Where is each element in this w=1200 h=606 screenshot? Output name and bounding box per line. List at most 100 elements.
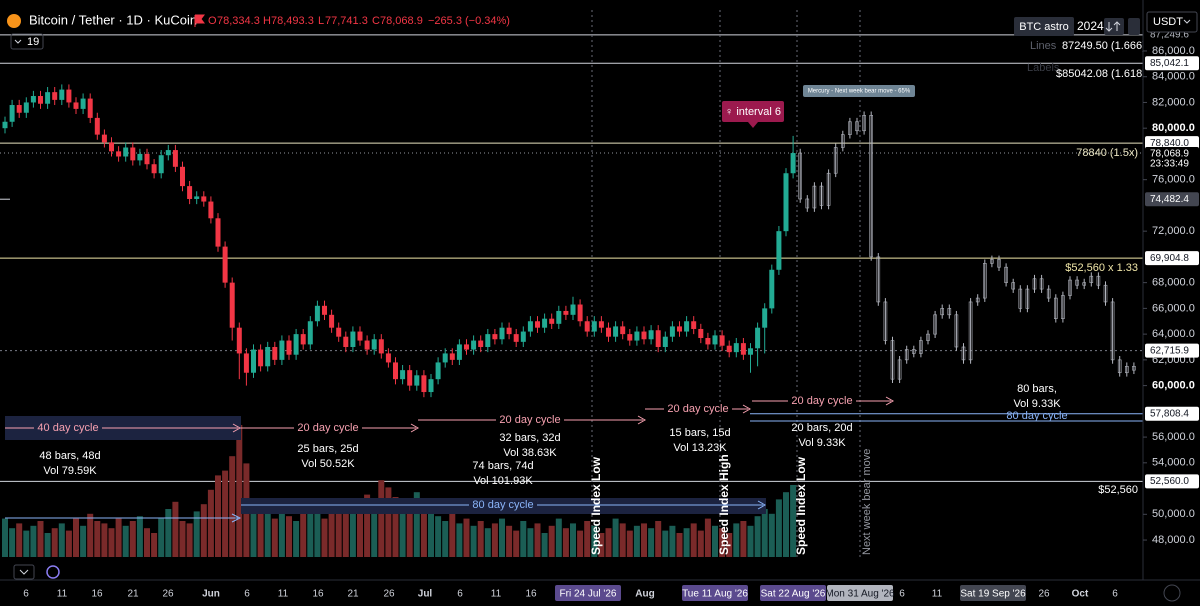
candle-body xyxy=(130,147,136,161)
x-tick-label: Jun xyxy=(202,589,220,600)
candle-body xyxy=(556,310,562,324)
overlay-label: Labels xyxy=(1027,62,1060,74)
volume-bar xyxy=(122,525,129,557)
candle-body xyxy=(293,334,299,355)
candle-body xyxy=(158,155,164,174)
candles xyxy=(2,84,1136,398)
candle-body xyxy=(307,321,313,345)
volume-bar xyxy=(669,525,676,557)
vertical-markers xyxy=(591,10,861,560)
candle-body xyxy=(442,353,448,363)
level-box xyxy=(1145,406,1199,421)
projection-body xyxy=(933,314,937,335)
candle-body xyxy=(414,375,420,386)
vertical-label: Speed Index Low xyxy=(589,456,603,555)
projection-body xyxy=(1103,284,1108,303)
currency-button[interactable] xyxy=(1146,11,1198,33)
candle-body xyxy=(165,150,171,156)
candle-body xyxy=(698,328,704,338)
candle-body xyxy=(549,318,555,324)
ohlc-label: L xyxy=(318,15,324,27)
volume-bar xyxy=(293,521,300,557)
candle-body xyxy=(464,344,469,350)
year: 2024 xyxy=(1077,19,1104,33)
candle-body xyxy=(684,321,690,332)
replay-icon[interactable] xyxy=(46,565,60,579)
projection-body xyxy=(961,346,966,361)
level-label: 85,042.1 xyxy=(1150,58,1189,69)
change: −265.3 (−0.34%) xyxy=(428,15,510,27)
volume-bar xyxy=(499,518,505,557)
volume-bar xyxy=(364,494,371,557)
candle-body xyxy=(180,166,185,187)
volume-bar xyxy=(136,516,143,557)
candle-body xyxy=(229,282,235,328)
projection-body xyxy=(869,115,874,258)
indicators-count: 19 xyxy=(27,36,39,48)
sort-button[interactable] xyxy=(1104,18,1124,35)
x-tick-label: Fri 24 Jul '26 xyxy=(560,589,617,600)
projection-body xyxy=(826,172,831,206)
candle-body xyxy=(428,379,434,393)
level-label: 78,840.0 xyxy=(1150,138,1189,149)
y-tick-label: 82,000.0 xyxy=(1152,96,1195,108)
volume-bar xyxy=(385,487,392,557)
volume-bar xyxy=(129,521,136,557)
auto-scale-button[interactable] xyxy=(1163,584,1181,602)
candle-body xyxy=(45,92,51,104)
x-tick-label: Tue 11 Aug '26 xyxy=(682,589,748,600)
measure-vol: Vol 79.59K xyxy=(43,465,97,477)
candle-body xyxy=(38,96,43,104)
volume-bar xyxy=(158,518,165,557)
candle-body xyxy=(314,305,320,322)
level-note: $52,560 xyxy=(1098,484,1138,496)
candle-body xyxy=(655,330,661,347)
x-tick-label: 6 xyxy=(899,589,905,600)
candle-body xyxy=(272,346,278,360)
volume-bar xyxy=(491,523,498,557)
volume xyxy=(2,425,797,557)
level-box xyxy=(1145,56,1199,71)
candle-body xyxy=(172,150,178,167)
measure-bars: 25 bars, 25d xyxy=(297,443,358,455)
candle-body xyxy=(776,231,782,270)
projection-body xyxy=(926,333,930,341)
candle-body xyxy=(194,196,200,199)
volume-bar xyxy=(484,528,491,557)
candle-body xyxy=(80,98,86,109)
projection-body xyxy=(1125,365,1129,374)
volume-bar xyxy=(80,525,87,557)
y-tick-label: 84,000.0 xyxy=(1152,71,1195,83)
script-button[interactable] xyxy=(1014,17,1074,36)
candle-body xyxy=(499,327,505,340)
volume-bar xyxy=(250,499,257,557)
volume-bar xyxy=(506,525,513,557)
volume-bar xyxy=(207,489,214,557)
y-tick-label: 48,000.0 xyxy=(1152,534,1195,546)
volume-bar xyxy=(477,521,484,557)
candle-body xyxy=(691,321,697,329)
level-box xyxy=(1145,136,1199,151)
candle-body xyxy=(59,89,65,100)
collapse-button[interactable] xyxy=(13,564,35,580)
candle-body xyxy=(641,331,647,340)
y-tick-label: 72,000.0 xyxy=(1152,225,1195,237)
ohlc-value: 78,334.3 xyxy=(217,15,260,27)
volume-bar xyxy=(435,516,442,557)
date-box xyxy=(827,585,893,601)
candle-body xyxy=(258,349,264,367)
volume-bar xyxy=(548,525,555,557)
volume-bar xyxy=(186,523,193,557)
volume-bar xyxy=(9,528,16,557)
volume-bar xyxy=(44,533,51,557)
volume-bar xyxy=(87,513,94,557)
candle-body xyxy=(527,321,533,332)
flag-icon[interactable] xyxy=(194,14,205,27)
indicators-toggle[interactable] xyxy=(10,33,44,50)
menu-button[interactable] xyxy=(1128,18,1140,35)
level-label: 69,904.8 xyxy=(1150,253,1189,264)
y-tick-label: 68,000.0 xyxy=(1152,277,1195,289)
x-tick-label: 6 xyxy=(457,589,463,600)
y-tick-label: 50,000.0 xyxy=(1152,508,1195,520)
candle-body xyxy=(677,326,682,332)
